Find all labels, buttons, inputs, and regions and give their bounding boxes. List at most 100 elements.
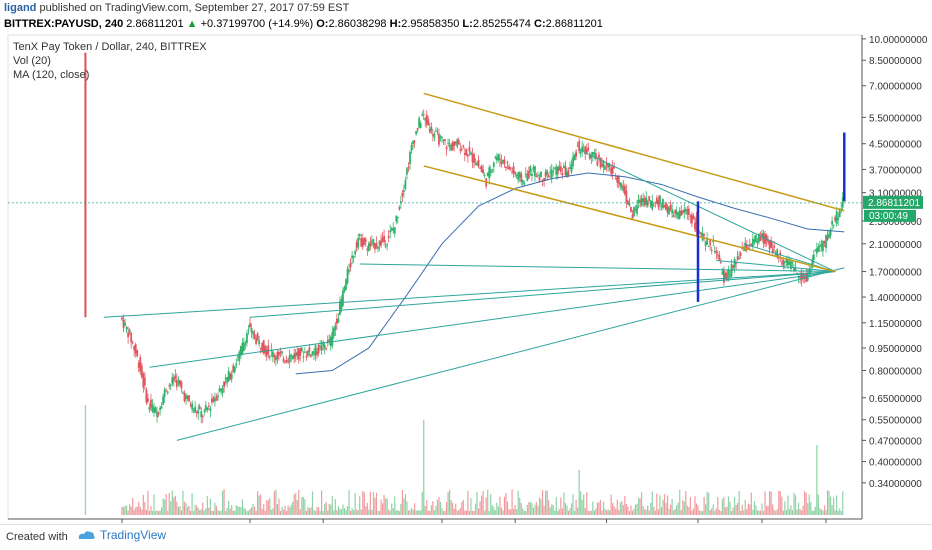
candle-body (643, 198, 646, 206)
volume-bar (526, 504, 528, 515)
candle-body (564, 165, 567, 175)
chart-legend: TenX Pay Token / Dollar, 240, BITTREX Vo… (13, 40, 207, 82)
volume-bar (749, 504, 751, 515)
volume-bar (132, 497, 134, 515)
candle-body (547, 175, 550, 178)
candle-body (579, 151, 582, 154)
candle-body (232, 365, 235, 373)
volume-bar (436, 499, 439, 515)
author-link[interactable]: ligand (4, 2, 37, 14)
volume-bar (575, 499, 577, 515)
candle-body (334, 325, 337, 330)
candle-body (194, 406, 197, 413)
candle-body (179, 380, 181, 385)
volume-bar (290, 504, 292, 515)
candle-body (239, 346, 242, 356)
volume-bar (741, 504, 743, 515)
candle-body (815, 248, 818, 254)
candle-body (633, 207, 635, 216)
candle-body (712, 241, 715, 243)
candle-body (620, 184, 623, 188)
candle-body (407, 167, 410, 169)
volume-bar (506, 501, 509, 515)
candle-body (585, 149, 588, 154)
candle-body (450, 144, 453, 151)
volume-bar (819, 508, 821, 515)
candle-body (709, 239, 712, 246)
volume-bar (520, 503, 522, 515)
volume-bar (461, 502, 463, 515)
candle-body (393, 227, 396, 234)
tradingview-link[interactable]: TradingView (78, 528, 166, 542)
tradingview-cloud-icon (78, 531, 95, 539)
volume-bar (639, 498, 641, 515)
volume-bar (820, 509, 823, 515)
candle-body (780, 262, 783, 264)
candle-body (662, 198, 664, 209)
volume-bar (301, 496, 303, 515)
volume-bar (797, 502, 800, 515)
spike-candle (84, 52, 87, 318)
volume-bar (581, 499, 583, 515)
volume-bar (770, 491, 772, 515)
candle-body (659, 195, 661, 205)
volume-bar (654, 510, 656, 515)
candle-body (250, 328, 253, 333)
volume-bar (714, 510, 716, 515)
volume-bar (276, 504, 279, 515)
candle-body (587, 147, 590, 151)
volume-bar (188, 505, 190, 515)
candle-body (774, 254, 777, 256)
candle-body (322, 341, 325, 346)
candle-body (563, 165, 565, 168)
candle-body (841, 197, 844, 208)
legend-title: TenX Pay Token / Dollar, 240, BITTREX (13, 41, 207, 53)
candle-body (436, 131, 439, 133)
volume-bar (560, 497, 562, 515)
volume-bar (779, 491, 781, 515)
volume-bar (237, 506, 239, 515)
volume-bar (624, 495, 626, 515)
candle-body (211, 399, 213, 403)
candle-body (768, 241, 771, 250)
volume-bar (445, 501, 448, 515)
volume-bar (601, 510, 603, 515)
candle-body (383, 235, 385, 243)
candle-body (567, 170, 570, 176)
volume-bar (369, 491, 371, 515)
volume-bar (465, 510, 467, 515)
candle-body (691, 214, 693, 224)
volume-bar (528, 502, 530, 515)
candle-body (634, 209, 637, 211)
candle-body (532, 167, 535, 170)
volume-bar (785, 510, 787, 515)
candle-body (704, 241, 707, 247)
candle-body (174, 375, 177, 379)
candle-body (665, 202, 667, 211)
candle-body (188, 395, 190, 402)
candle-body (241, 342, 244, 354)
candle-body (755, 235, 757, 242)
candle-body (122, 320, 125, 329)
volume-bar (708, 492, 710, 515)
volume-bar (593, 510, 595, 515)
volume-bar (674, 509, 676, 515)
candle-body (396, 216, 399, 219)
candle-body (352, 255, 355, 258)
volume-bar (630, 505, 632, 515)
candle-body (271, 351, 274, 357)
volume-bar (467, 490, 469, 515)
price-chart[interactable]: 10.00000000 8.50000000 7.00000000 5.5000000… (0, 33, 932, 523)
volume-bar (406, 501, 408, 515)
volume-bar (497, 506, 499, 515)
volume-bar (295, 492, 297, 515)
candle-body (442, 139, 445, 141)
volume-bar (240, 507, 242, 515)
candle-body (637, 199, 640, 204)
candle-body (448, 145, 451, 147)
candle-body (348, 270, 350, 272)
volume-bar (548, 500, 550, 515)
volume-bar (395, 510, 397, 515)
volume-bar (325, 501, 327, 515)
candle-body (492, 162, 495, 167)
